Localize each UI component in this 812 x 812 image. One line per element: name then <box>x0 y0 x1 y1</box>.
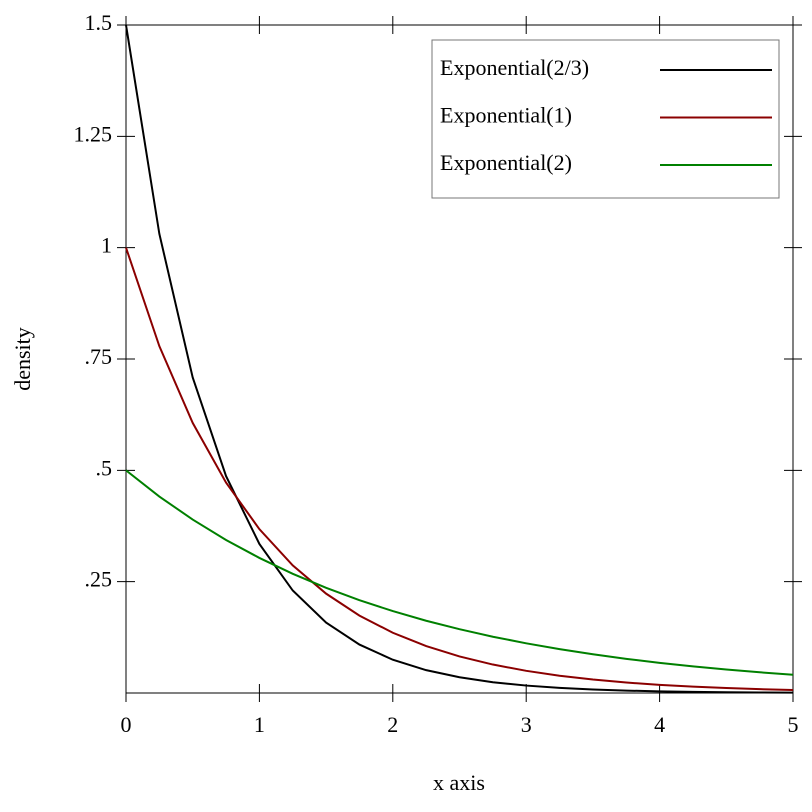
legend-label: Exponential(2) <box>440 150 572 175</box>
series-line <box>125 247 794 692</box>
x-tick-label: 5 <box>788 712 799 737</box>
x-tick-label: 2 <box>387 712 398 737</box>
x-tick-label: 0 <box>121 712 132 737</box>
y-tick-label: .5 <box>96 455 113 480</box>
series-line <box>125 469 794 676</box>
y-tick-label: 1.25 <box>74 121 113 146</box>
y-tick-label: 1.5 <box>85 10 113 35</box>
y-tick-label: .25 <box>85 567 113 592</box>
y-tick-label: .75 <box>85 344 113 369</box>
x-axis-label: x axis <box>433 770 485 795</box>
y-tick-label: 1 <box>101 233 112 258</box>
y-axis-label: density <box>10 327 35 391</box>
legend-box <box>431 39 780 199</box>
legend-label: Exponential(2/3) <box>440 55 589 80</box>
legend-label: Exponential(1) <box>440 103 572 128</box>
x-tick-label: 1 <box>254 712 265 737</box>
x-tick-label: 4 <box>654 712 665 737</box>
x-tick-label: 3 <box>521 712 532 737</box>
